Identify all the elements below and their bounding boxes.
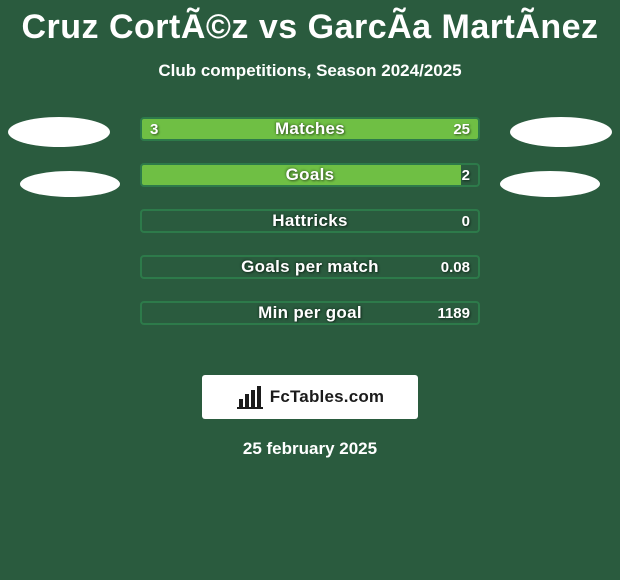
team-a-logo-row2 — [20, 171, 120, 197]
bar-label: Goals — [142, 165, 478, 185]
attribution-text: FcTables.com — [270, 387, 385, 407]
chart-bars-icon — [236, 385, 264, 409]
attribution-badge: FcTables.com — [202, 375, 418, 419]
bar-label: Goals per match — [142, 257, 478, 277]
page-root: Cruz CortÃ©z vs GarcÃ­a MartÃ­nez Club c… — [0, 0, 620, 580]
bar-label: Min per goal — [142, 303, 478, 323]
bar-row: 0Hattricks — [140, 209, 480, 233]
generated-date: 25 february 2025 — [0, 439, 620, 459]
bar-row: 0.08Goals per match — [140, 255, 480, 279]
bar-label: Hattricks — [142, 211, 478, 231]
page-title: Cruz CortÃ©z vs GarcÃ­a MartÃ­nez — [0, 0, 620, 47]
team-b-logo-row2 — [500, 171, 600, 197]
comparison-chart: 325Matches 2Goals 0Hattricks 0.08Goals per … — [0, 117, 620, 357]
bar-label: Matches — [142, 119, 478, 139]
bar-row: 2Goals — [140, 163, 480, 187]
bar-row: 1189Min per goal — [140, 301, 480, 325]
team-b-logo-row1 — [510, 117, 612, 147]
team-a-logo-row1 — [8, 117, 110, 147]
page-subtitle: Club competitions, Season 2024/2025 — [0, 61, 620, 81]
bar-rows-container: 325Matches 2Goals 0Hattricks 0.08Goals per … — [140, 117, 480, 347]
bar-row: 325Matches — [140, 117, 480, 141]
